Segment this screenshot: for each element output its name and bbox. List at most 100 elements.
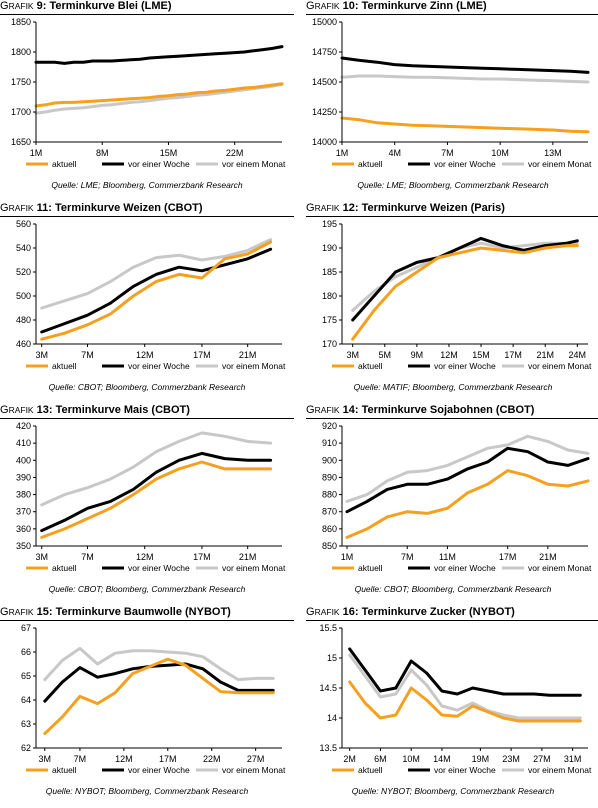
series-line-woche	[40, 451, 273, 533]
y-tick-label: 14	[327, 713, 337, 723]
x-tick-label: 10M	[402, 754, 420, 764]
y-tick-label: 560	[16, 219, 31, 229]
x-tick-label: 27M	[247, 754, 265, 764]
title-rule	[306, 620, 598, 621]
series-line-monat	[348, 653, 582, 720]
y-tick-label: 910	[322, 438, 337, 448]
chart-title-text: : Terminkurve Weizen (CBOT)	[48, 202, 203, 214]
y-tick-label: 390	[16, 472, 31, 482]
y-tick-label: 62	[21, 743, 31, 753]
x-tick-label: 12M	[440, 350, 458, 360]
x-tick-label: 21M	[539, 552, 557, 562]
legend-label-monat: vor einem Monat	[528, 563, 592, 573]
x-tick-label: 8M	[96, 148, 109, 158]
x-tick-label: 22M	[203, 754, 221, 764]
chart-svg: 14000 14250 14500 14750 15000 1M 4M 7M 10M 13M akt…	[312, 17, 592, 169]
panel-mais: GRAFIK 13: Terminkurve Mais (CBOT) 350 360…	[0, 404, 294, 602]
legend-label-aktuell: aktuell	[52, 563, 77, 573]
chart-svg: 13.5 14 14.5 15 15.5 2M 6M 10M 14M 19M 23M 27M 31M ak…	[319, 623, 591, 775]
series-line-aktuell	[34, 82, 284, 108]
x-tick-label: 12M	[115, 754, 133, 764]
legend-label-woche: vor einer Woche	[434, 563, 496, 573]
series-line-monat	[43, 646, 275, 682]
series-line-woche	[340, 56, 590, 74]
title-rule	[0, 14, 294, 15]
panel-weizen-paris: GRAFIK 12: Terminkurve Weizen (Paris) 170…	[306, 202, 598, 400]
y-tick-label: 67	[21, 623, 31, 633]
legend-label-aktuell: aktuell	[52, 159, 77, 169]
legend-label-woche: vor einer Woche	[434, 765, 496, 775]
x-tick-label: 17M	[193, 350, 211, 360]
x-tick-label: 7M	[81, 552, 94, 562]
legend-label-aktuell: aktuell	[358, 361, 383, 371]
x-tick-label: 1M	[30, 148, 43, 158]
y-tick-label: 14000	[312, 137, 337, 147]
y-tick-label: 420	[16, 421, 31, 431]
y-tick-label: 15.5	[319, 623, 337, 633]
y-tick-label: 63	[21, 719, 31, 729]
source-note: Quelle: LME; Bloomberg, Commerzbank Rese…	[51, 180, 243, 190]
series-line-woche	[34, 45, 284, 65]
legend-label-monat: vor einem Monat	[528, 159, 592, 169]
x-tick-label: 6M	[374, 754, 387, 764]
x-tick-label: 7M	[74, 754, 87, 764]
y-tick-label: 185	[322, 267, 337, 277]
y-tick-label: 190	[322, 243, 337, 253]
legend-label-woche: vor einer Woche	[434, 159, 496, 169]
x-tick-label: 17M	[504, 350, 522, 360]
y-tick-label: 1750	[11, 77, 31, 87]
title-rule	[0, 216, 294, 217]
x-tick-label: 1M	[341, 552, 354, 562]
series-line-aktuell	[351, 244, 579, 341]
legend-label-aktuell: aktuell	[358, 563, 383, 573]
legend-label-woche: vor einer Woche	[434, 361, 496, 371]
legend-label-monat: vor einem Monat	[222, 361, 286, 371]
y-tick-label: 380	[16, 490, 31, 500]
x-tick-label: 13M	[544, 148, 562, 158]
title-rule	[306, 418, 598, 419]
panel-sojabohnen: GRAFIK 14: Terminkurve Sojabohnen (CBOT)…	[306, 404, 598, 602]
x-tick-label: 7M	[401, 552, 414, 562]
y-tick-label: 360	[16, 524, 31, 534]
source-note: Quelle: MATIF; Bloomberg, Commerzbank Re…	[353, 382, 553, 392]
y-tick-label: 860	[322, 524, 337, 534]
y-tick-label: 400	[16, 455, 31, 465]
series-line-monat	[340, 74, 590, 84]
y-tick-label: 870	[322, 507, 337, 517]
chart-svg: 850 860 870 880 890 900 910 920 1M 7M 11M 17M 21M akt…	[322, 421, 592, 573]
y-tick-label: 65	[21, 671, 31, 681]
x-tick-label: 22M	[226, 148, 244, 158]
panel-baumwolle: GRAFIK 15: Terminkurve Baumwolle (NYBOT)…	[0, 606, 294, 804]
source-note: Quelle: NYBOT; Bloomberg, Commerzbank Re…	[45, 786, 249, 796]
legend-label-monat: vor einem Monat	[222, 159, 286, 169]
chart-title: GRAFIK 10: Terminkurve Zinn (LME)	[306, 0, 487, 12]
x-tick-label: 31M	[564, 754, 582, 764]
series-line-aktuell	[340, 116, 590, 134]
series-line-woche	[43, 662, 275, 703]
y-tick-label: 480	[16, 315, 31, 325]
legend-label-woche: vor einer Woche	[128, 765, 190, 775]
chart-title-text: : Terminkurve Sojabohnen (CBOT)	[354, 404, 535, 416]
legend-label-aktuell: aktuell	[358, 159, 383, 169]
y-tick-label: 14.5	[319, 683, 337, 693]
series-line-woche	[348, 647, 582, 697]
chart-number: 14	[342, 404, 355, 416]
series-line-woche	[40, 247, 273, 334]
x-tick-label: 23M	[502, 754, 520, 764]
legend-label-aktuell: aktuell	[52, 765, 77, 775]
x-tick-label: 2M	[343, 754, 356, 764]
chart-number: 9	[36, 0, 43, 12]
chart-title-text: : Terminkurve Zucker (NYBOT)	[354, 606, 515, 618]
source-note: Quelle: NYBOT; Bloomberg, Commerzbank Re…	[351, 786, 555, 796]
y-tick-label: 460	[16, 339, 31, 349]
x-tick-label: 21M	[536, 350, 554, 360]
source-note: Quelle: CBOT; Bloomberg, Commerzbank Res…	[354, 584, 552, 594]
x-tick-label: 12M	[136, 350, 154, 360]
x-tick-label: 3M	[39, 754, 52, 764]
x-tick-label: 27M	[533, 754, 551, 764]
x-tick-label: 24M	[569, 350, 587, 360]
chart-svg: 350 360 370 380 390 400 410 420 3M 7M 12M 17M 21M akt…	[16, 421, 286, 573]
chart-svg: 170 175 180 185 190 195 3M 5M 9M 12M 15M 17M 21M 24M a…	[322, 219, 592, 371]
title-rule	[306, 216, 598, 217]
series-line-aktuell	[43, 657, 275, 736]
